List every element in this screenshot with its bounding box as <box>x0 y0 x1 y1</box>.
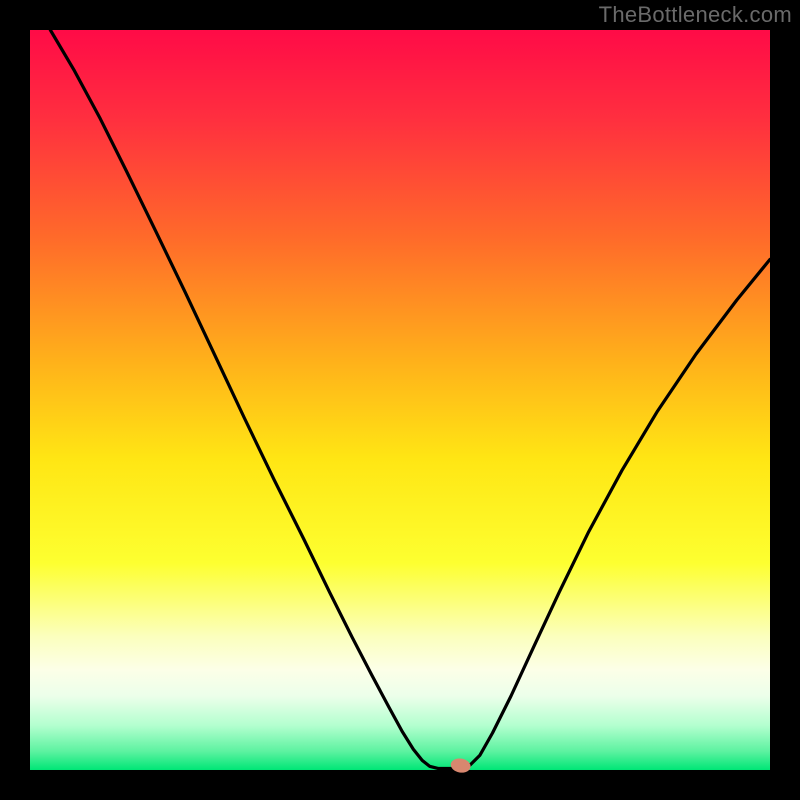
plot-background <box>30 30 770 770</box>
watermark-text: TheBottleneck.com <box>599 2 792 28</box>
chart-container: { "watermark": { "text": "TheBottleneck.… <box>0 0 800 800</box>
bottleneck-chart <box>0 0 800 800</box>
